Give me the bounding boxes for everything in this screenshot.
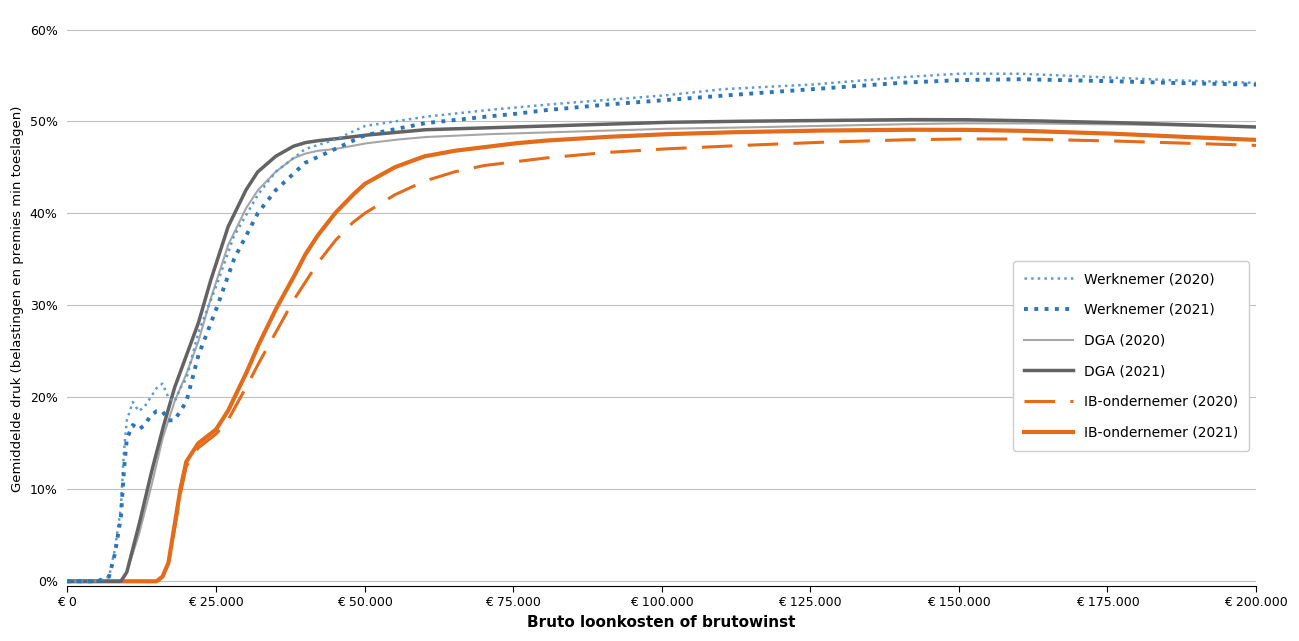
Werknemer (2021) [569, 103, 585, 111]
Werknemer (2021) [924, 78, 939, 85]
Line: IB-ondernemer (2021): IB-ondernemer (2021) [68, 129, 1256, 581]
IB-ondernemer (2020) [625, 147, 640, 154]
Werknemer (2020) [60, 578, 75, 585]
IB-ondernemer (2020) [559, 152, 574, 160]
Werknemer (2021) [1011, 76, 1026, 83]
Y-axis label: Gemiddelde druk (belastingen en premies min toeslagen): Gemiddelde druk (belastingen en premies … [12, 105, 25, 492]
DGA (2020) [951, 119, 966, 127]
IB-ondernemer (2021) [1248, 136, 1264, 144]
Line: Werknemer (2020): Werknemer (2020) [68, 74, 1256, 581]
Werknemer (2021) [625, 99, 640, 106]
Werknemer (2020) [569, 99, 585, 106]
DGA (2020) [1248, 123, 1264, 131]
IB-ondernemer (2021) [569, 135, 585, 142]
Werknemer (2021) [1152, 79, 1168, 87]
IB-ondernemer (2021) [1152, 132, 1168, 140]
DGA (2020) [559, 128, 574, 136]
DGA (2020) [625, 126, 640, 133]
DGA (2021) [559, 122, 574, 129]
Werknemer (2020) [1152, 76, 1168, 83]
DGA (2021) [1212, 122, 1228, 129]
DGA (2021) [60, 578, 75, 585]
IB-ondernemer (2020) [1212, 140, 1228, 148]
Werknemer (2020) [625, 94, 640, 102]
IB-ondernemer (2020) [569, 151, 585, 159]
IB-ondernemer (2020) [1248, 142, 1264, 149]
Werknemer (2021) [1212, 80, 1228, 88]
DGA (2020) [1212, 122, 1228, 130]
IB-ondernemer (2021) [892, 126, 908, 133]
Werknemer (2021) [1248, 81, 1264, 88]
IB-ondernemer (2021) [559, 135, 574, 143]
Werknemer (2020) [559, 99, 574, 107]
IB-ondernemer (2020) [924, 135, 939, 143]
Line: Werknemer (2021): Werknemer (2021) [68, 79, 1256, 581]
X-axis label: Bruto loonkosten of brutowinst: Bruto loonkosten of brutowinst [527, 615, 796, 630]
DGA (2020) [924, 120, 939, 128]
Werknemer (2020) [1248, 79, 1264, 87]
IB-ondernemer (2020) [1152, 138, 1168, 146]
IB-ondernemer (2020) [60, 578, 75, 585]
IB-ondernemer (2021) [1212, 135, 1228, 142]
IB-ondernemer (2020) [951, 135, 966, 143]
IB-ondernemer (2021) [625, 132, 640, 140]
Line: DGA (2020): DGA (2020) [68, 123, 1256, 581]
Werknemer (2020) [1212, 78, 1228, 85]
DGA (2021) [569, 121, 585, 129]
Werknemer (2020) [924, 72, 939, 79]
DGA (2021) [1248, 123, 1264, 131]
DGA (2021) [892, 116, 908, 124]
IB-ondernemer (2021) [924, 126, 939, 133]
DGA (2021) [924, 116, 939, 124]
DGA (2021) [1152, 121, 1168, 128]
Line: DGA (2021): DGA (2021) [68, 120, 1256, 581]
DGA (2020) [569, 128, 585, 135]
DGA (2021) [625, 119, 640, 127]
Line: IB-ondernemer (2020): IB-ondernemer (2020) [68, 139, 1256, 581]
Legend: Werknemer (2020), Werknemer (2021), DGA (2020), DGA (2021), IB-ondernemer (2020): Werknemer (2020), Werknemer (2021), DGA … [1013, 262, 1250, 451]
IB-ondernemer (2021) [60, 578, 75, 585]
Werknemer (2021) [60, 578, 75, 585]
Werknemer (2020) [951, 70, 966, 78]
DGA (2020) [60, 578, 75, 585]
DGA (2020) [1152, 121, 1168, 129]
Werknemer (2021) [559, 104, 574, 112]
